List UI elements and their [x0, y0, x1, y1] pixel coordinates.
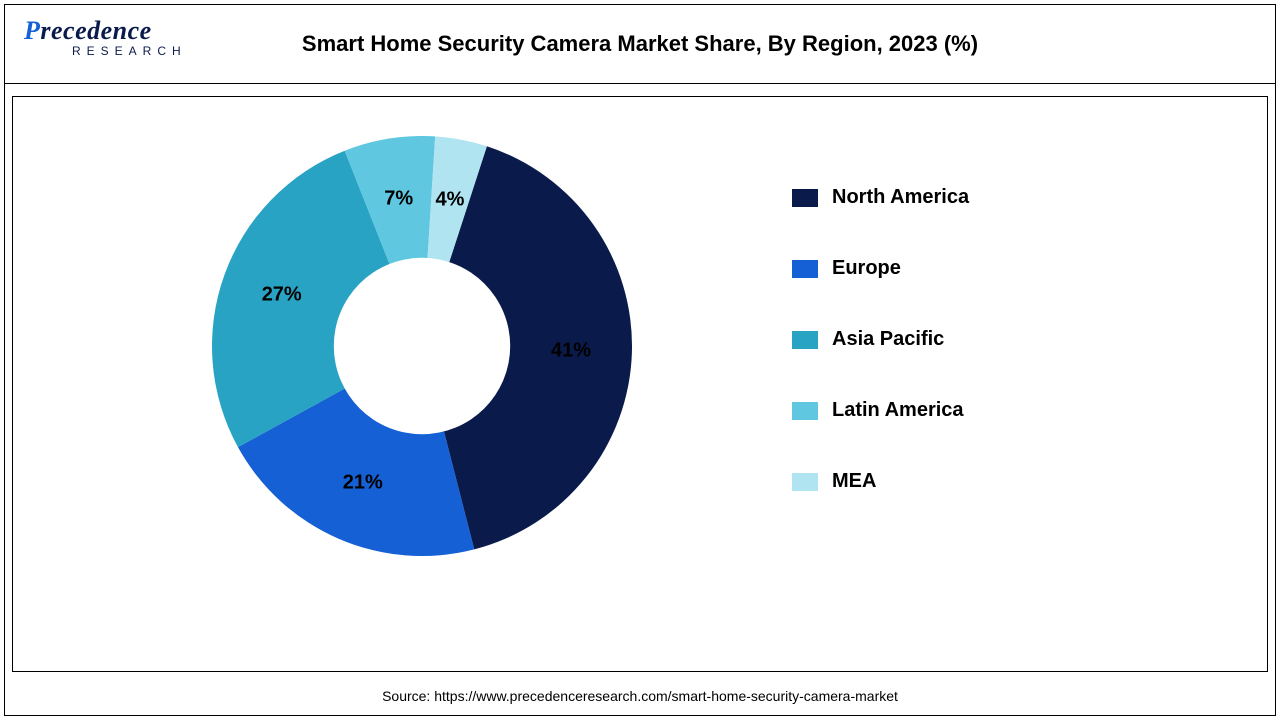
legend-item: Europe: [792, 257, 969, 280]
logo-main: Precedence: [24, 16, 187, 46]
logo-sub: RESEARCH: [72, 44, 187, 58]
legend-label: Asia Pacific: [832, 328, 944, 351]
slice-label: 41%: [551, 339, 591, 362]
legend-swatch: [792, 473, 818, 491]
chart-title: Smart Home Security Camera Market Share,…: [4, 31, 1276, 57]
legend-item: MEA: [792, 470, 969, 493]
legend-label: Latin America: [832, 399, 964, 422]
slice-label: 27%: [262, 284, 302, 307]
legend-swatch: [792, 260, 818, 278]
legend-swatch: [792, 189, 818, 207]
donut-hole: [334, 258, 510, 434]
legend-swatch: [792, 402, 818, 420]
source-text: Source: https://www.precedenceresearch.c…: [0, 688, 1280, 704]
legend-label: Europe: [832, 257, 901, 280]
slice-label: 4%: [435, 188, 464, 211]
logo-accent: P: [24, 16, 40, 45]
legend: North America Europe Asia Pacific Latin Ame…: [792, 186, 969, 541]
legend-label: North America: [832, 186, 969, 209]
logo: Precedence RESEARCH: [24, 16, 187, 58]
legend-item: Asia Pacific: [792, 328, 969, 351]
donut-chart: 41% 21% 27% 7% 4%: [212, 136, 632, 556]
slice-label: 21%: [343, 471, 383, 494]
header: Precedence RESEARCH Smart Home Security …: [4, 4, 1276, 84]
legend-item: North America: [792, 186, 969, 209]
chart-area: 41% 21% 27% 7% 4% North America Europe Asia Pa…: [12, 96, 1268, 672]
legend-swatch: [792, 331, 818, 349]
slice-label: 7%: [384, 187, 413, 210]
legend-item: Latin America: [792, 399, 969, 422]
legend-label: MEA: [832, 470, 876, 493]
logo-rest: recedence: [40, 16, 151, 45]
